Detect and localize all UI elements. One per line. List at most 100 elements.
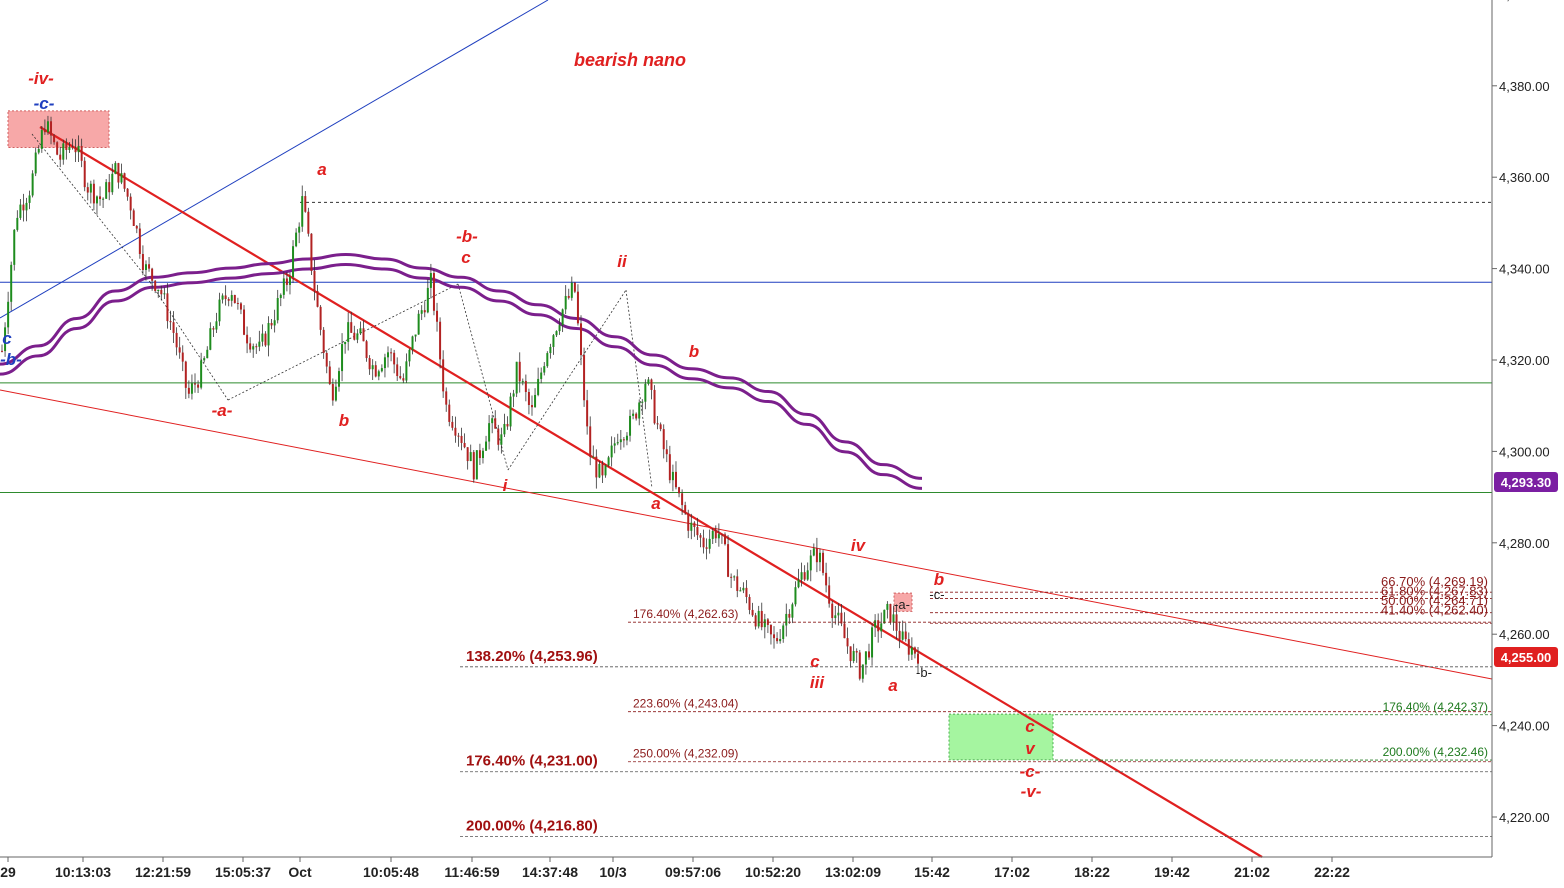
candle-body	[249, 343, 252, 350]
candle-body	[690, 522, 693, 531]
candle-body	[227, 299, 230, 301]
candle-body	[310, 233, 313, 271]
candle-body	[754, 615, 757, 627]
candle-body	[252, 346, 255, 350]
candle-body	[239, 303, 242, 310]
candle-body	[671, 471, 674, 481]
price-marker-label: 4,293.30	[1501, 475, 1552, 490]
wave-label: -c-	[929, 587, 944, 602]
candle-body	[595, 456, 598, 478]
candle-body	[212, 328, 215, 330]
candle-body	[334, 386, 337, 401]
candle-body	[629, 415, 632, 436]
candle-body	[387, 352, 390, 358]
x-tick-label: 17:02	[994, 864, 1030, 880]
candle-body	[197, 384, 200, 388]
fib-label: 138.20% (4,253.96)	[466, 648, 598, 665]
wave-label: -c-	[34, 94, 55, 113]
wave-label: c	[810, 652, 820, 671]
candle-body	[328, 366, 331, 385]
candle-body	[359, 328, 362, 334]
candle-body	[564, 295, 567, 310]
wave-label: c	[2, 329, 12, 348]
candle-body	[405, 361, 408, 381]
candle-body	[221, 295, 224, 300]
candle-body	[773, 634, 776, 639]
candle-body	[126, 188, 129, 197]
candle-body	[420, 310, 423, 314]
candle-body	[233, 295, 236, 303]
candle-body	[62, 143, 65, 160]
candle-body	[500, 434, 503, 445]
candle-body	[65, 143, 68, 150]
candle-body	[230, 295, 233, 301]
x-tick-label: 14:37:48	[522, 864, 578, 880]
candle-body	[325, 352, 328, 367]
candle-body	[889, 603, 892, 623]
candle-body	[543, 366, 546, 373]
candle-body	[151, 268, 154, 281]
candle-body	[558, 325, 561, 332]
candle-body	[111, 173, 114, 193]
candle-body	[886, 603, 889, 610]
candle-body	[515, 361, 518, 394]
candle-body	[521, 380, 524, 382]
candle-body	[184, 361, 187, 388]
candle-body	[53, 135, 56, 143]
candle-body	[503, 423, 506, 435]
candle-body	[748, 597, 751, 610]
candle-body	[365, 341, 368, 359]
wave-label: a	[888, 676, 897, 695]
candle-body	[573, 282, 576, 292]
candle-body	[598, 463, 601, 478]
candle-body	[727, 544, 730, 577]
candle-body	[439, 321, 442, 360]
candle-body	[454, 427, 457, 436]
candle-body	[910, 647, 913, 655]
candle-body	[742, 587, 745, 591]
candle-body	[356, 333, 359, 340]
candle-body	[432, 273, 435, 311]
candle-body	[56, 142, 59, 155]
candle-body	[417, 313, 420, 335]
fib-label: 41.40% (4,262.40)	[1381, 603, 1488, 618]
candle-body	[766, 619, 769, 625]
candle-body	[711, 530, 714, 539]
candle-body	[175, 332, 178, 348]
candle-body	[89, 183, 92, 193]
candle-body	[723, 534, 726, 545]
candle-body	[16, 217, 19, 230]
candle-body	[687, 513, 690, 531]
candle-body	[451, 421, 454, 428]
candle-body	[852, 651, 855, 662]
candle-body	[478, 450, 481, 459]
candle-body	[31, 173, 34, 196]
y-tick-label: 4,260.00	[1499, 627, 1550, 642]
candle-body	[815, 548, 818, 563]
wave-connector	[149, 281, 229, 401]
candle-body	[530, 405, 533, 408]
candle-body	[288, 276, 291, 285]
x-tick-label: 10:52:20	[745, 864, 801, 880]
candle-body	[892, 614, 895, 623]
candle-body	[472, 452, 475, 480]
candle-body	[19, 204, 22, 218]
x-tick-label: 29	[0, 864, 16, 880]
candle-body	[374, 365, 377, 377]
candle-body	[699, 535, 702, 538]
fib-label: 61.80% (4,267.83)	[1381, 584, 1488, 599]
candle-body	[341, 344, 344, 372]
wave-label: a	[317, 160, 326, 179]
candle-body	[509, 396, 512, 427]
candle-body	[638, 402, 641, 419]
candle-body	[720, 534, 723, 536]
candle-body	[10, 264, 13, 302]
candle-body	[429, 273, 432, 288]
y-tick-label: 4,280.00	[1499, 536, 1550, 551]
x-tick-label: 15:42	[914, 864, 950, 880]
candle-body	[625, 435, 628, 441]
candle-body	[518, 361, 521, 382]
candle-body	[861, 664, 864, 679]
candle-body	[169, 321, 172, 323]
